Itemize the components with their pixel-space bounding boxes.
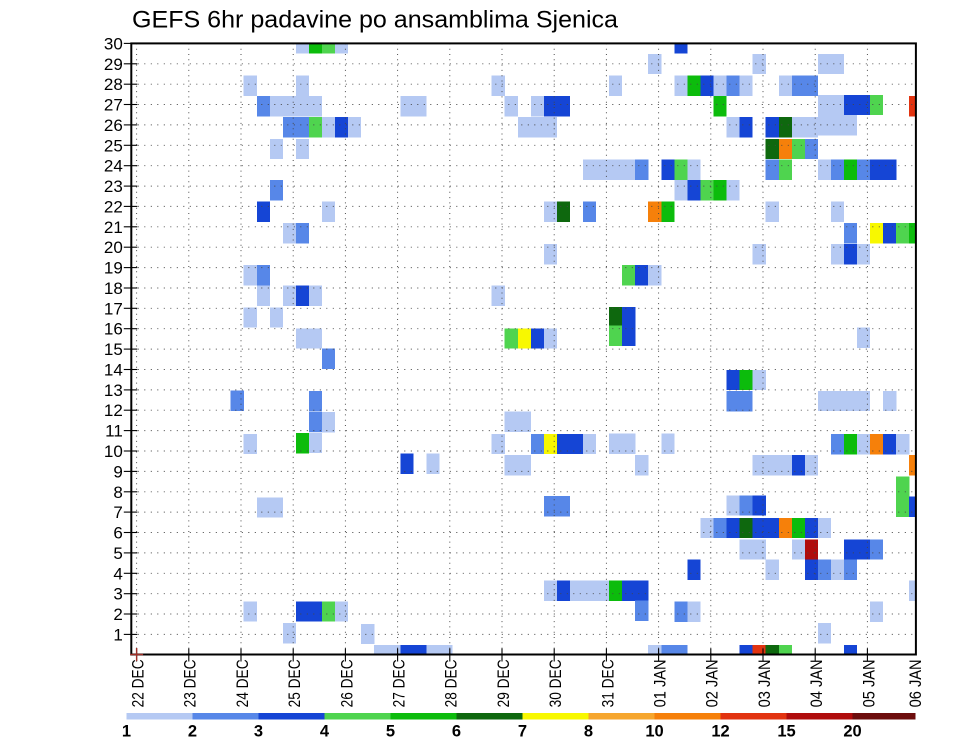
svg-text:25 DEC: 25 DEC xyxy=(285,659,304,707)
svg-text:10: 10 xyxy=(104,442,123,461)
svg-text:2: 2 xyxy=(113,605,122,624)
svg-text:22 DEC: 22 DEC xyxy=(129,659,148,707)
svg-text:14: 14 xyxy=(104,361,123,380)
svg-text:8: 8 xyxy=(113,483,122,502)
svg-text:30: 30 xyxy=(104,34,123,53)
svg-text:30 DEC: 30 DEC xyxy=(546,659,565,707)
svg-text:20: 20 xyxy=(104,238,123,257)
svg-text:6: 6 xyxy=(113,524,122,543)
svg-text:21: 21 xyxy=(104,218,123,237)
svg-text:5: 5 xyxy=(386,723,395,741)
svg-text:23 DEC: 23 DEC xyxy=(181,659,200,707)
svg-text:05 JAN: 05 JAN xyxy=(859,659,878,707)
svg-text:7: 7 xyxy=(518,723,527,741)
svg-text:24: 24 xyxy=(104,157,123,176)
svg-text:GEFS 6hr padavine po ansamblim: GEFS 6hr padavine po ansamblima Sjenica xyxy=(132,7,619,34)
svg-text:26: 26 xyxy=(104,116,123,135)
svg-text:04 JAN: 04 JAN xyxy=(807,659,826,707)
svg-text:24 DEC: 24 DEC xyxy=(233,659,252,707)
svg-text:4: 4 xyxy=(320,723,330,741)
svg-text:15: 15 xyxy=(104,340,123,359)
svg-text:01 JAN: 01 JAN xyxy=(651,659,670,707)
svg-text:19: 19 xyxy=(104,259,123,278)
svg-text:3: 3 xyxy=(254,723,263,741)
svg-text:23: 23 xyxy=(104,177,123,196)
svg-text:28: 28 xyxy=(104,75,123,94)
svg-text:9: 9 xyxy=(113,462,122,481)
svg-text:17: 17 xyxy=(104,299,123,318)
svg-text:03 JAN: 03 JAN xyxy=(755,659,774,707)
svg-text:02 JAN: 02 JAN xyxy=(703,659,722,707)
svg-text:22: 22 xyxy=(104,197,123,216)
svg-text:27: 27 xyxy=(104,96,123,115)
svg-text:2: 2 xyxy=(188,723,197,741)
svg-text:7: 7 xyxy=(113,503,122,522)
svg-text:12: 12 xyxy=(104,401,123,420)
svg-text:26 DEC: 26 DEC xyxy=(337,659,356,707)
svg-text:8: 8 xyxy=(584,723,593,741)
svg-text:25: 25 xyxy=(104,136,123,155)
svg-text:20: 20 xyxy=(843,723,861,741)
svg-text:10: 10 xyxy=(645,723,663,741)
svg-text:4: 4 xyxy=(113,564,122,583)
svg-text:31 DEC: 31 DEC xyxy=(598,659,617,707)
svg-text:1: 1 xyxy=(122,723,131,741)
svg-text:6: 6 xyxy=(452,723,461,741)
svg-text:15: 15 xyxy=(777,723,795,741)
svg-text:11: 11 xyxy=(105,422,123,441)
svg-text:3: 3 xyxy=(113,585,122,604)
svg-text:13: 13 xyxy=(104,381,123,400)
svg-text:16: 16 xyxy=(104,320,123,339)
svg-text:29: 29 xyxy=(104,55,123,74)
svg-text:18: 18 xyxy=(104,279,123,298)
svg-text:27 DEC: 27 DEC xyxy=(390,659,409,707)
svg-text:06 JAN: 06 JAN xyxy=(906,659,925,707)
svg-text:28 DEC: 28 DEC xyxy=(442,659,461,707)
svg-text:29 DEC: 29 DEC xyxy=(494,659,513,707)
svg-text:5: 5 xyxy=(113,544,122,563)
svg-text:12: 12 xyxy=(711,723,729,741)
svg-text:1: 1 xyxy=(113,625,122,644)
